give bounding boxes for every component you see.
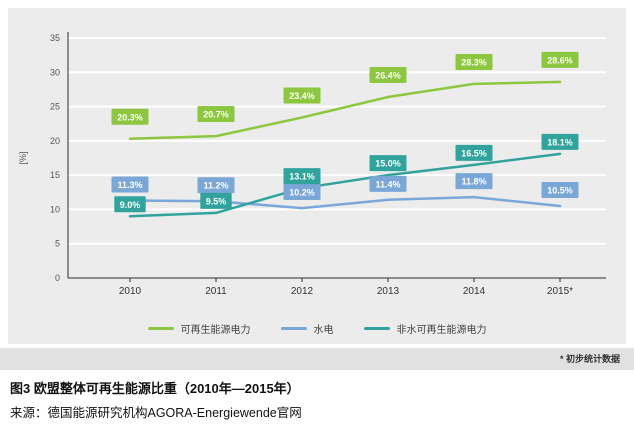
figure-source: 来源：德国能源研究机构AGORA-Energiewende官网	[10, 406, 302, 420]
point-label-box	[283, 87, 321, 104]
point-label-box	[111, 108, 149, 125]
point-label: 26.4%	[375, 70, 401, 80]
y-tick-label: 20	[50, 136, 60, 146]
point-label-box	[200, 192, 232, 209]
point-label-box	[455, 173, 493, 190]
point-label-box	[197, 106, 235, 123]
point-label: 9.5%	[206, 196, 227, 206]
point-label-box	[197, 177, 235, 194]
legend-swatch	[363, 327, 390, 330]
point-label-box	[111, 176, 149, 193]
legend-item: 水电	[280, 321, 334, 336]
y-tick-label: 0	[55, 273, 60, 283]
point-label: 11.2%	[203, 181, 228, 191]
y-tick-label: 35	[50, 33, 60, 43]
series-line-1	[128, 195, 562, 210]
point-label: 16.5%	[461, 148, 487, 158]
point-label-box	[455, 53, 493, 70]
chart-legend: 可再生能源电力 水电 非水可再生能源电力	[8, 321, 626, 336]
x-tick-label: 2014	[463, 286, 486, 297]
point-label: 15.0%	[375, 159, 401, 169]
y-tick-label: 30	[50, 67, 60, 77]
y-tick-label: 5	[55, 239, 60, 249]
point-label-box	[455, 144, 493, 161]
point-label: 11.8%	[461, 177, 486, 187]
legend-swatch	[147, 327, 174, 330]
line-chart: 0 5 10 15 20 25 30 35 [%] 2010 2011 2012 2013 2014 201…	[18, 32, 606, 297]
point-label-box	[283, 184, 321, 201]
point-label: 18.1%	[547, 137, 573, 147]
x-tick-label: 2013	[377, 286, 400, 297]
legend-label: 可再生能源电力	[180, 325, 251, 336]
point-label-box	[541, 133, 579, 150]
point-label: 11.3%	[117, 180, 142, 190]
series-line-2	[128, 152, 562, 218]
point-label-box	[369, 175, 407, 192]
y-tick-label: 25	[50, 102, 60, 112]
footnote-band: * 初步统计数据	[0, 348, 634, 370]
point-label-box	[541, 51, 579, 68]
point-label-box	[369, 66, 407, 83]
x-tick-label: 2010	[119, 286, 142, 297]
legend-label: 水电	[313, 325, 334, 336]
legend-swatch	[280, 327, 307, 330]
x-tick-label: 2012	[291, 286, 314, 297]
footnote-text: * 初步统计数据	[559, 354, 620, 364]
legend-item: 非水可再生能源电力	[363, 321, 487, 336]
point-label: 10.5%	[547, 186, 573, 196]
point-label: 9.0%	[120, 200, 141, 210]
y-axis-title: [%]	[18, 151, 28, 164]
y-tick-label: 15	[50, 170, 60, 180]
point-label: 28.6%	[547, 55, 573, 65]
point-label: 10.2%	[289, 188, 315, 198]
point-label: 20.3%	[117, 112, 143, 122]
point-label-box	[114, 196, 146, 213]
y-tick-label: 10	[50, 204, 60, 214]
figure-caption: 图3 欧盟整体可再生能源比重（2010年—2015年）	[10, 381, 300, 396]
legend-item: 可再生能源电力	[147, 321, 251, 336]
chart-panel: 0 5 10 15 20 25 30 35 [%] 2010 2011 2012 2013 2014 201…	[8, 8, 626, 344]
point-label: 28.3%	[461, 57, 487, 67]
x-tick-label: 2015*	[547, 286, 573, 297]
point-label-box	[283, 168, 321, 185]
point-label-box	[369, 155, 407, 172]
point-label: 13.1%	[289, 172, 315, 182]
point-label: 11.4%	[375, 179, 400, 189]
point-label: 20.7%	[203, 110, 229, 120]
x-tick-label: 2011	[205, 286, 227, 297]
point-label-box	[541, 182, 579, 198]
legend-label: 非水可再生能源电力	[396, 325, 487, 336]
point-label: 23.4%	[289, 91, 315, 101]
series-line-0	[128, 80, 562, 141]
